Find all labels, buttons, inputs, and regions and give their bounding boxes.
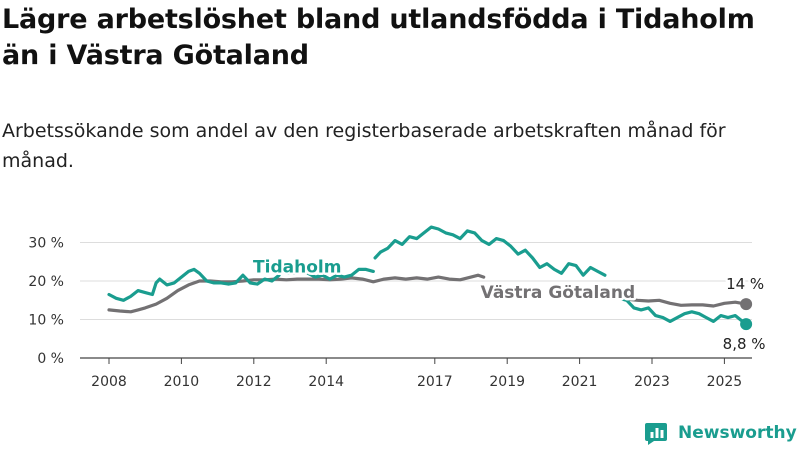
chart-title: Lägre arbetslöshet bland utlandsfödda i … xyxy=(2,4,755,71)
brand-name: Newsworthy xyxy=(678,423,797,443)
y-tick-label: 10 % xyxy=(28,313,64,329)
vastra-gotaland-line xyxy=(107,273,486,314)
tidaholm-line xyxy=(107,264,375,302)
tidaholm-line xyxy=(614,292,748,326)
x-tick-label: 2023 xyxy=(634,374,670,390)
x-tick-label: 2014 xyxy=(308,374,344,390)
x-tick-label: 2008 xyxy=(91,374,127,390)
x-tick-label: 2021 xyxy=(562,374,598,390)
x-tick-label: 2025 xyxy=(707,374,743,390)
tidaholm-end-label: 8,8 % xyxy=(723,335,766,353)
newsworthy-brand[interactable]: Newsworthy xyxy=(644,420,797,446)
vastra-gotaland-end-point xyxy=(740,298,753,311)
y-tick-label: 30 % xyxy=(28,236,64,252)
tidaholm-end-label-halo: 8,8 % xyxy=(723,335,766,353)
vastra-gotaland-line xyxy=(614,294,748,308)
vastra-gotaland-series-label: Västra Götaland xyxy=(481,283,636,303)
x-tick-label: 2012 xyxy=(236,374,272,390)
vastra-gotaland-series-label-halo: Västra Götaland xyxy=(481,283,636,303)
tidaholm-series-label-halo: Tidaholm xyxy=(253,258,341,278)
x-tick-label: 2019 xyxy=(489,374,525,390)
x-tick-label: 2010 xyxy=(164,374,200,390)
vastra-gotaland-end-label-halo: 14 % xyxy=(726,275,764,293)
y-tick-label: 0 % xyxy=(37,351,64,367)
chart-subtitle: Arbetssökande som andel av den registerb… xyxy=(2,120,726,172)
tidaholm-series-label: Tidaholm xyxy=(253,258,341,278)
x-tick-label: 2017 xyxy=(417,374,453,390)
newsworthy-logo-icon xyxy=(645,423,667,445)
tidaholm-line xyxy=(373,225,607,277)
tidaholm-end-point xyxy=(740,318,753,331)
y-tick-label: 20 % xyxy=(28,274,64,290)
vastra-gotaland-end-label: 14 % xyxy=(726,275,764,293)
